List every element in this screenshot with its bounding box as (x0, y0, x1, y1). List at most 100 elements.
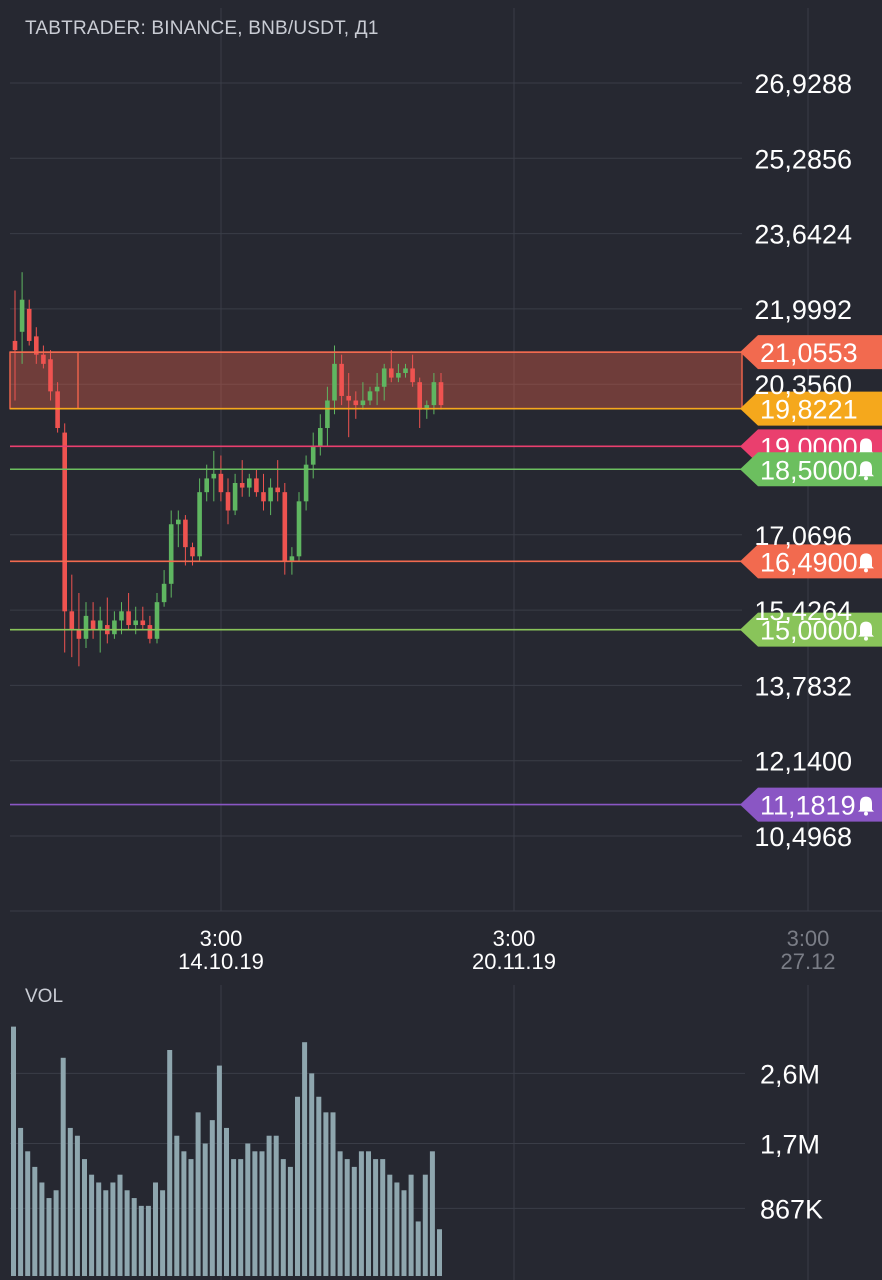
volume-bar (358, 1151, 364, 1276)
bell-clapper (864, 811, 868, 816)
candle (275, 460, 280, 502)
candle (26, 299, 32, 346)
time-tick-label: 3:00 (787, 926, 830, 951)
candle (12, 290, 18, 401)
candle (197, 478, 202, 561)
candle-body (389, 368, 394, 378)
candle (360, 382, 366, 410)
bell-clapper (864, 568, 868, 573)
volume-bar (188, 1159, 194, 1276)
volume-bar (231, 1159, 237, 1276)
volume-bar (181, 1151, 187, 1276)
volume-tick-label: 867K (760, 1194, 823, 1224)
chart-title: TABTRADER: BINANCE, BNB/USDT, Д1 (25, 18, 379, 39)
candle (154, 592, 160, 644)
volume-bar (351, 1166, 357, 1276)
volume-bar (252, 1151, 258, 1276)
candle-body (410, 368, 415, 383)
volume-bar (89, 1174, 95, 1276)
candle (296, 492, 302, 561)
candle-body (332, 363, 337, 401)
candle (204, 464, 209, 502)
volume-bar (67, 1127, 73, 1276)
candle (225, 478, 231, 525)
price-tick-label: 15,4264 (754, 596, 852, 626)
candle (34, 327, 39, 364)
level-tag-shape (740, 452, 882, 487)
volume-tick-label: 1,7M (760, 1130, 820, 1160)
candle (247, 473, 252, 497)
zone-rect (9, 351, 743, 410)
candle-body (438, 382, 444, 406)
volume-bar (273, 1135, 279, 1276)
volume-bar (266, 1135, 272, 1276)
volume-bar (259, 1151, 265, 1276)
price-tick-label: 10,4968 (754, 822, 852, 852)
candle-body (318, 428, 323, 447)
candle-body (133, 620, 138, 626)
candle-body (275, 487, 280, 493)
candle (389, 350, 394, 383)
volume-bar (153, 1182, 158, 1276)
candle-body (381, 368, 387, 387)
price-tick-label: 13,7832 (754, 671, 852, 701)
volume-bar (330, 1112, 336, 1276)
candle (381, 363, 387, 401)
price-axis: 26,9288 25,2856 23,6424 21,9992 20,3560 17,06… (754, 69, 852, 852)
volume-bar (25, 1151, 31, 1276)
candle (112, 611, 117, 639)
candle (431, 373, 437, 415)
volume-bar (224, 1127, 229, 1276)
candle (261, 473, 266, 511)
date-tick-label: 20.11.19 (472, 949, 556, 974)
level-tag-shape (740, 612, 882, 647)
volume-bar (167, 1050, 173, 1276)
volume-bar (18, 1127, 24, 1276)
candle (232, 473, 238, 516)
level-tag-shape (740, 544, 882, 579)
candle (69, 574, 75, 658)
price-tick-label: 17,0696 (754, 521, 852, 551)
level-lines[interactable]: 21,055319,822119,000018,500016,490015,00… (10, 335, 882, 822)
candle-body (97, 620, 103, 630)
candle-body (197, 492, 202, 557)
candle (417, 377, 422, 429)
candle (367, 386, 373, 406)
candle-body (282, 492, 288, 561)
volume-bar (380, 1159, 386, 1276)
volume-bar (287, 1166, 293, 1276)
candle (55, 382, 60, 433)
candle-body (239, 482, 245, 488)
volume-bar (245, 1143, 251, 1276)
date-tick-label: 14.10.19 (178, 949, 264, 974)
price-tick-label: 20,3560 (754, 370, 852, 400)
level-tag-label: 11,1819 (760, 791, 856, 821)
candle-body (26, 308, 32, 341)
volume-bar (202, 1143, 208, 1276)
volume-bar (174, 1135, 180, 1276)
volume-bar (344, 1159, 350, 1276)
candle-body (62, 432, 67, 612)
candle-body (225, 492, 231, 511)
candle-body (396, 373, 401, 378)
candle-body (296, 501, 302, 557)
candle-body (48, 359, 53, 392)
candle-body (431, 382, 437, 406)
volume-bar (415, 1221, 421, 1276)
candle-body (303, 464, 309, 502)
price-tick-label: 26,9288 (754, 69, 852, 99)
candle (161, 570, 167, 607)
level-tag: 15,0000 (740, 612, 882, 647)
candle (268, 478, 273, 516)
volume-bar (11, 1026, 16, 1276)
level-tag-label: 19,8221 (760, 395, 858, 425)
candle (332, 345, 337, 415)
candle-body (424, 405, 430, 410)
candle-body (268, 487, 273, 502)
volume-bar (280, 1159, 286, 1276)
candle-body (168, 524, 174, 584)
candle (62, 423, 67, 653)
bell-body (858, 796, 874, 812)
bell-icon (858, 553, 874, 573)
